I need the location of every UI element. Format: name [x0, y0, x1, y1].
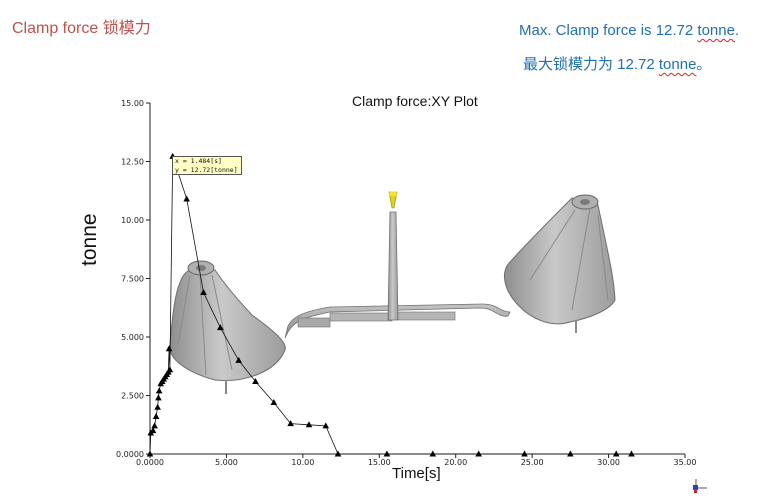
- slide-title: Clamp force 锁模力: [12, 20, 151, 37]
- peak-value-tooltip: x = 1.484[s] y = 12.72[tonne]: [172, 156, 242, 175]
- x-tick-label: 5.000: [215, 458, 238, 467]
- note-en-unit: tonne: [697, 22, 735, 39]
- data-point-marker: [567, 450, 574, 457]
- series-line: [149, 156, 632, 455]
- tooltip-y: y = 12.72[tonne]: [175, 166, 238, 174]
- data-point-marker: [252, 377, 259, 384]
- data-point-marker: [183, 195, 190, 202]
- data-point-marker: [165, 345, 173, 352]
- data-point-marker: [151, 422, 158, 429]
- x-tick-label: 10.00: [291, 458, 314, 467]
- data-point-marker: [149, 427, 157, 434]
- note-en-suffix: .: [734, 22, 740, 39]
- runner-system: [284, 191, 511, 339]
- tooltip-x: x = 1.484[s]: [175, 157, 222, 165]
- data-point-marker: [235, 356, 242, 363]
- coordinate-triad-icon: [693, 479, 707, 493]
- x-tick-label: 30.00: [597, 458, 620, 467]
- series-group: [146, 152, 635, 457]
- y-tick-label: 15.00: [121, 99, 144, 108]
- data-point-marker: [217, 324, 224, 331]
- note-cn-unit: tonne: [658, 56, 697, 73]
- x-tick-label: 15.00: [368, 458, 391, 467]
- data-point-marker: [334, 450, 342, 457]
- data-point-marker: [521, 450, 528, 457]
- data-point-marker: [152, 413, 160, 420]
- x-axis-label: Time[s]: [392, 465, 441, 482]
- data-point-marker: [200, 289, 207, 296]
- data-point-marker: [155, 387, 163, 394]
- plot-title: Clamp force:XY Plot: [352, 93, 478, 109]
- y-tick-label: 7.500: [121, 275, 144, 284]
- data-point-marker: [429, 450, 437, 457]
- y-tick-label: 5.000: [121, 333, 144, 342]
- data-point-marker: [166, 366, 174, 373]
- note-en-prefix: Max. Clamp force is 12.72: [519, 22, 698, 39]
- part-model-image: [169, 191, 616, 394]
- data-point-marker: [322, 422, 330, 429]
- data-point-marker: [154, 403, 161, 410]
- note-cn-suffix: 。: [696, 56, 712, 73]
- note-cn-prefix: 最大锁模力为 12.72: [523, 56, 659, 73]
- data-point-marker: [628, 450, 635, 457]
- y-tick-label: 10.00: [121, 216, 144, 225]
- max-clamp-note-en: Max. Clamp force is 12.72 tonne.: [519, 22, 739, 39]
- x-tick-label: 25.00: [521, 458, 544, 467]
- y-tick-label: 12.50: [121, 158, 144, 167]
- x-tick-label: 35.00: [674, 458, 697, 467]
- right-cone-part: [503, 194, 616, 333]
- y-tick-label: 2.500: [121, 392, 144, 401]
- data-point-marker: [305, 421, 313, 428]
- data-point-marker: [287, 420, 294, 427]
- left-cone-part: [169, 260, 286, 394]
- data-point-marker: [155, 394, 162, 401]
- data-point-marker: [270, 399, 278, 406]
- data-point-marker: [146, 450, 154, 457]
- axis-ticks: 0.0000 5.000 10.00 15.00 20.00 25.00 30.00 35.0…: [116, 99, 696, 467]
- x-tick-label: 0.0000: [136, 458, 164, 467]
- data-point-marker: [612, 450, 620, 457]
- y-tick-label: 0.0000: [116, 450, 144, 459]
- y-axis-label: tonne: [78, 213, 101, 266]
- data-point-marker: [475, 450, 482, 457]
- x-tick-label: 20.00: [444, 458, 467, 467]
- max-clamp-note-cn: 最大锁模力为 12.72 tonne。: [523, 53, 711, 74]
- data-point-marker: [383, 450, 391, 457]
